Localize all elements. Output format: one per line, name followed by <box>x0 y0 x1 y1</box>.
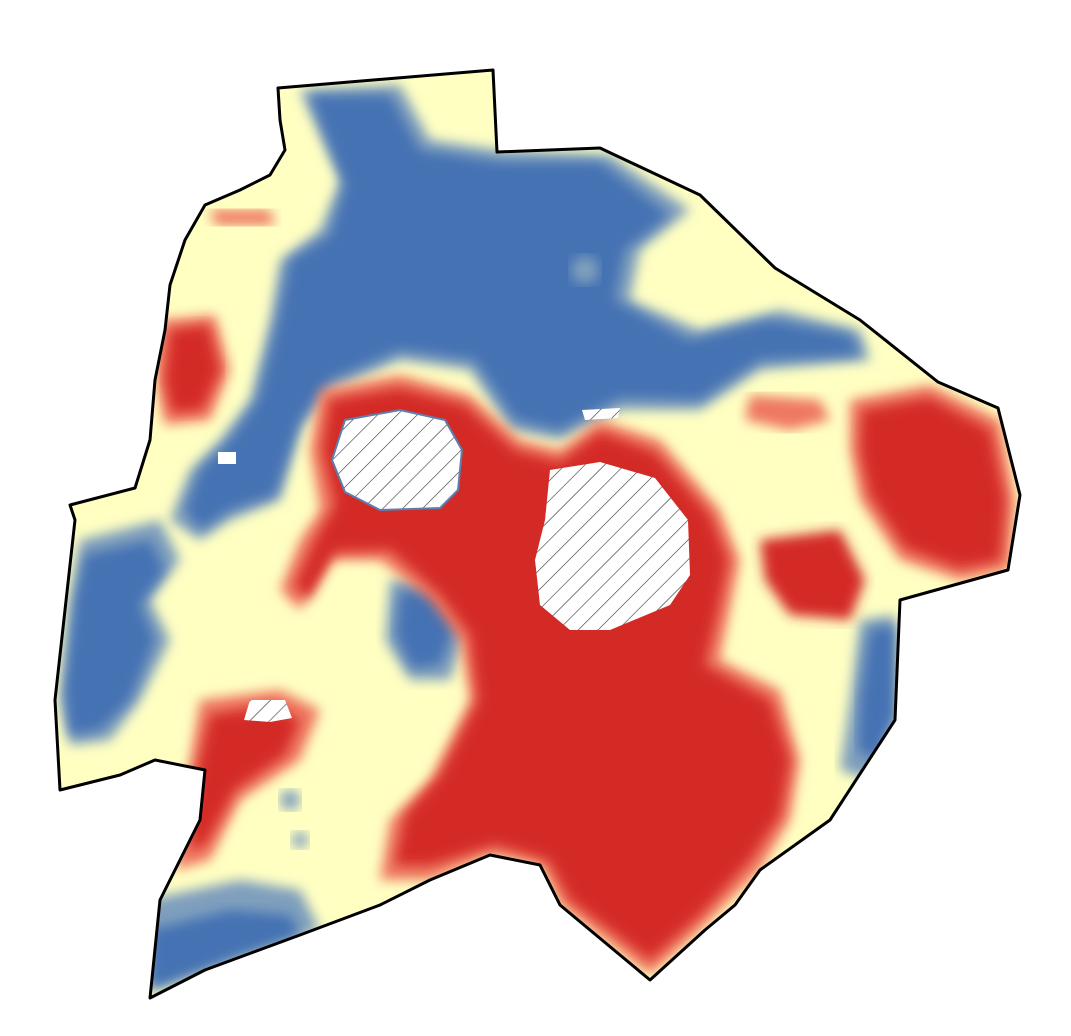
no-data-area <box>535 462 690 630</box>
no-data-areas <box>218 408 690 722</box>
low-zones <box>60 85 895 990</box>
minor-patches <box>280 256 774 848</box>
no-data-area <box>582 408 620 420</box>
no-data-area <box>330 408 464 512</box>
no-data-area <box>244 700 292 722</box>
no-data-area <box>218 452 236 464</box>
